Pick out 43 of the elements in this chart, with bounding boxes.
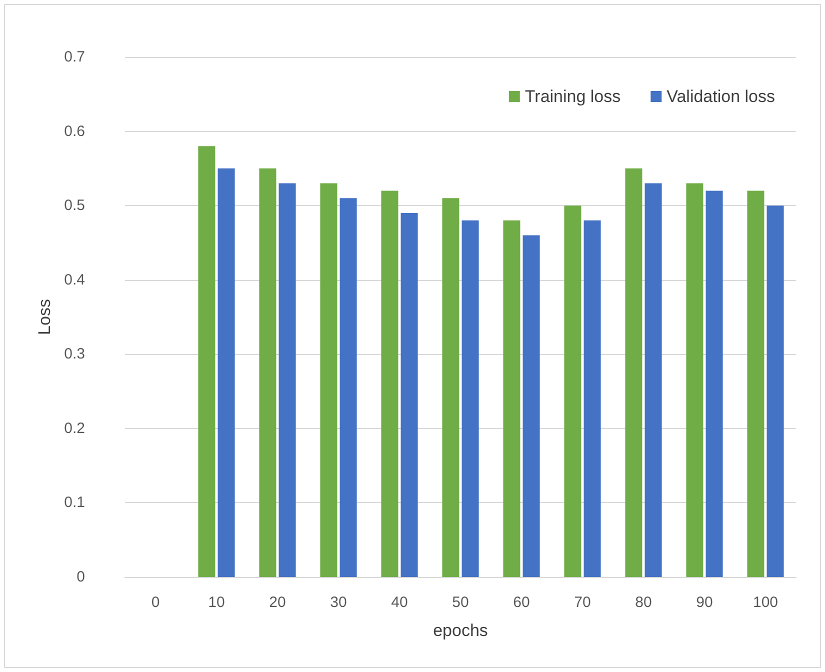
x-tick-label: 100 <box>752 594 778 611</box>
bar <box>522 235 540 577</box>
bar <box>259 168 276 577</box>
bar <box>747 190 764 577</box>
x-tick-label: 10 <box>208 594 225 611</box>
bar <box>340 198 357 577</box>
y-tick-label: 0.4 <box>64 271 85 288</box>
bar <box>278 183 296 577</box>
x-tick-label: 50 <box>452 594 469 611</box>
x-tick-label: 0 <box>151 594 160 611</box>
bar <box>320 183 338 577</box>
y-tick-label: 0.6 <box>64 122 85 140</box>
y-tick-label: 0.3 <box>64 346 85 363</box>
bar <box>766 206 784 577</box>
bar <box>564 206 582 577</box>
bar <box>625 168 642 577</box>
bar <box>198 146 216 577</box>
legend-label: Training loss <box>524 87 621 106</box>
bar <box>686 183 704 577</box>
bar <box>584 220 601 577</box>
x-tick-label: 70 <box>574 594 591 611</box>
bar <box>442 198 460 577</box>
x-tick-label: 80 <box>635 594 652 611</box>
x-tick-label: 60 <box>513 594 530 611</box>
bar <box>644 183 662 577</box>
x-tick-label: 90 <box>696 594 713 611</box>
y-tick-label: 0.7 <box>64 48 85 66</box>
x-axis-title: epochs <box>433 621 488 640</box>
bar <box>400 213 418 577</box>
bar <box>218 168 235 577</box>
bar <box>706 190 723 577</box>
x-tick-label: 30 <box>330 594 347 611</box>
y-tick-label: 0.1 <box>64 494 85 512</box>
x-tick-label: 20 <box>269 594 286 611</box>
bar <box>503 220 520 577</box>
y-tick-label: 0 <box>76 568 85 586</box>
bar <box>462 220 479 577</box>
x-tick-label: 40 <box>391 594 408 611</box>
y-tick-label: 0.5 <box>64 197 85 214</box>
y-axis-title: Loss <box>35 299 54 335</box>
bar <box>381 190 398 577</box>
legend-label: Validation loss <box>666 87 775 106</box>
y-tick-label: 0.2 <box>64 420 85 437</box>
